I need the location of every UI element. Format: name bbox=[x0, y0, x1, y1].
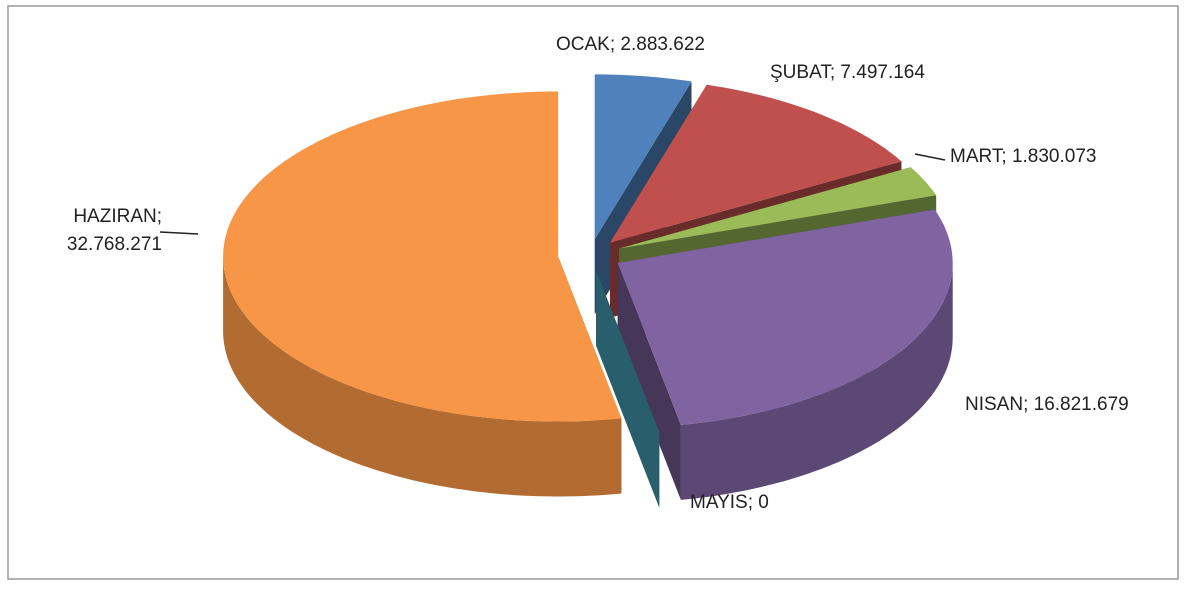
data-label: MART; 1.830.073 bbox=[950, 146, 1096, 167]
label-category: MAYIS bbox=[690, 492, 748, 513]
label-separator: ; bbox=[1023, 394, 1028, 415]
slice-side bbox=[223, 256, 622, 497]
slice-wall bbox=[596, 270, 660, 508]
data-label: HAZIRAN; 32.768.271 bbox=[67, 206, 162, 255]
data-label: OCAK; 2.883.622 bbox=[556, 34, 705, 55]
label-category: MART bbox=[950, 146, 1004, 167]
data-label: MAYIS; 0 bbox=[690, 492, 769, 513]
data-label: NISAN; 16.821.679 bbox=[965, 394, 1129, 415]
slice bbox=[594, 74, 692, 240]
label-value: 2.883.622 bbox=[620, 34, 705, 55]
label-category: ŞUBAT bbox=[770, 62, 832, 83]
label-value: 0 bbox=[758, 492, 769, 513]
slice bbox=[609, 84, 902, 243]
label-value: 16.821.679 bbox=[1034, 394, 1129, 415]
slice bbox=[617, 209, 953, 425]
label-value: 1.830.073 bbox=[1012, 146, 1097, 167]
leader-line bbox=[159, 231, 199, 235]
leader-line bbox=[914, 153, 946, 161]
label-separator: ; bbox=[610, 34, 615, 55]
slice-wall bbox=[617, 262, 681, 500]
data-label: ŞUBAT; 7.497.164 bbox=[770, 62, 925, 83]
label-separator: ; bbox=[830, 62, 835, 83]
label-value: 7.497.164 bbox=[840, 62, 925, 83]
label-separator: ; bbox=[157, 206, 162, 227]
slice bbox=[223, 91, 622, 422]
slice bbox=[619, 167, 937, 249]
label-category: HAZIRAN bbox=[73, 206, 156, 227]
label-category: OCAK bbox=[556, 34, 610, 55]
label-separator: ; bbox=[748, 492, 753, 513]
slice-side bbox=[680, 262, 953, 500]
label-separator: ; bbox=[1001, 146, 1006, 167]
label-category: NISAN bbox=[965, 394, 1023, 415]
label-value: 32.768.271 bbox=[67, 234, 162, 255]
